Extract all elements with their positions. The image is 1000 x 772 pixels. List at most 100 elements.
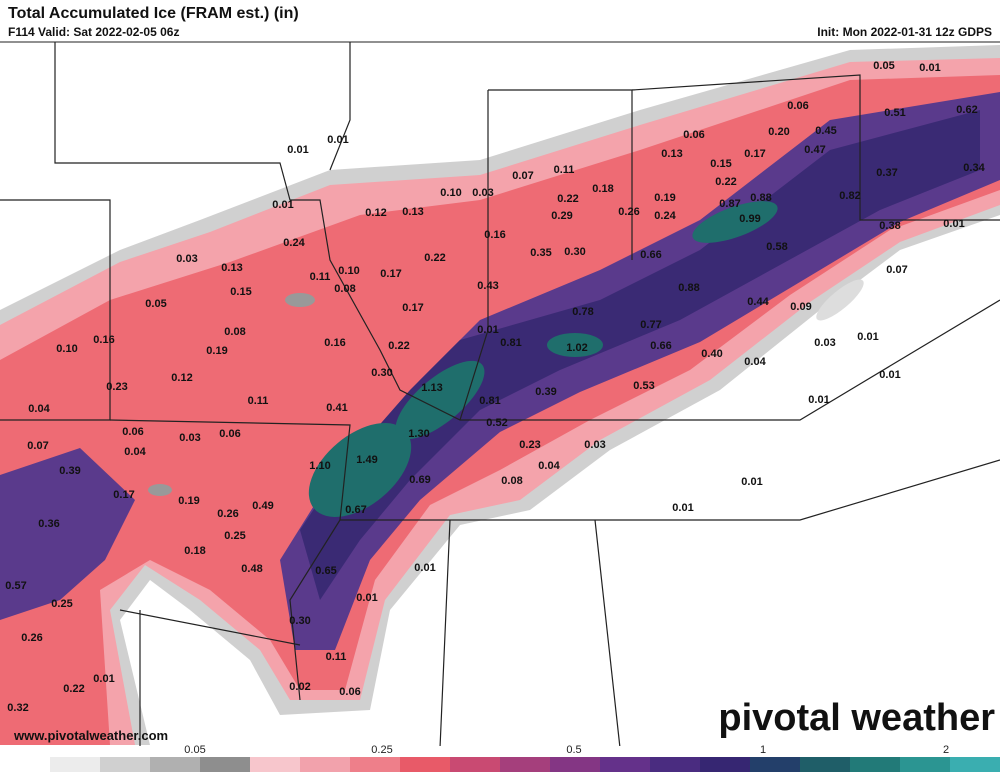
colorbar-tick-label: 0.25 [371,744,392,756]
colorbar-segment [400,757,451,772]
colorbar-segment [450,757,501,772]
value-label: 0.01 [327,134,348,146]
value-label: 0.18 [184,545,205,557]
value-label: 0.13 [221,262,242,274]
value-label: 0.11 [310,271,331,283]
value-label: 0.08 [224,326,245,338]
value-label: 0.01 [287,144,308,156]
value-label: 0.08 [334,283,355,295]
value-label: 0.35 [530,247,551,259]
value-label: 0.48 [241,563,262,575]
value-label: 0.10 [56,343,77,355]
value-label: 0.81 [479,395,500,407]
colorbar-segment [300,757,351,772]
value-label: 0.09 [790,301,811,313]
colorbar-segment [250,757,301,772]
value-label: 0.22 [557,193,578,205]
colorbar-segment [700,757,751,772]
value-label: 0.03 [179,432,200,444]
value-label: 0.16 [484,229,505,241]
value-label: 1.49 [356,454,377,466]
value-label: 0.52 [486,417,507,429]
value-label: 0.37 [876,167,897,179]
colorbar-segment [550,757,601,772]
colorbar-segment [0,757,51,772]
header-background [0,0,1000,42]
colorbar-segment [600,757,651,772]
value-label: 0.03 [176,253,197,265]
value-label: 0.06 [219,428,240,440]
value-label: 0.19 [206,345,227,357]
value-label: 0.02 [289,681,310,693]
value-label: 0.01 [879,369,900,381]
value-label: 0.01 [477,324,498,336]
value-label: 0.01 [272,199,293,211]
value-label: 0.17 [744,148,765,160]
value-label: 1.30 [408,428,429,440]
value-label: 0.13 [402,206,423,218]
value-label: 0.47 [804,144,825,156]
value-label: 0.11 [326,651,347,663]
value-label: 1.02 [566,342,587,354]
value-label: 0.43 [477,280,498,292]
value-label: 0.26 [618,206,639,218]
value-label: 0.16 [93,334,114,346]
value-label: 0.77 [640,319,661,331]
value-label: 0.01 [356,592,377,604]
value-label: 0.15 [710,158,731,170]
value-label: 0.01 [919,62,940,74]
value-label: 0.01 [808,394,829,406]
value-label: 1.13 [421,382,442,394]
value-label: 0.41 [326,402,347,414]
value-label: 0.19 [178,495,199,507]
value-label: 0.01 [414,562,435,574]
value-label: 0.38 [879,220,900,232]
colorbar-segment [800,757,851,772]
value-label: 0.87 [719,198,740,210]
value-label: 0.05 [873,60,894,72]
value-label: 0.53 [633,380,654,392]
title: Total Accumulated Ice (FRAM est.) (in) [8,5,299,22]
value-label: 0.01 [943,218,964,230]
value-label: 0.49 [252,500,273,512]
state-borders [0,42,1000,749]
value-label: 0.04 [28,403,50,415]
value-label: 0.39 [535,386,556,398]
value-label: 0.65 [315,565,336,577]
value-label: 0.30 [289,615,310,627]
value-label: 0.44 [747,296,769,308]
value-label: 0.22 [63,683,84,695]
value-label: 0.12 [171,372,192,384]
value-label: 0.23 [519,439,540,451]
value-label: 0.66 [650,340,671,352]
value-label: 0.45 [815,125,836,137]
colorbar-segment [900,757,951,772]
value-label: 0.69 [409,474,430,486]
value-label: 0.30 [371,367,392,379]
value-label: 0.58 [766,241,787,253]
colorbar-segment [950,757,1000,772]
value-label: 0.99 [739,213,760,225]
value-label: 0.11 [554,164,575,176]
value-label: 0.22 [388,340,409,352]
valid-time: F114 Valid: Sat 2022-02-05 06z [8,25,179,39]
value-label: 0.16 [324,337,345,349]
value-label: 0.17 [402,302,423,314]
value-label: 0.01 [857,331,878,343]
value-label: 0.01 [741,476,762,488]
value-label: 0.19 [654,192,675,204]
colorbar-tick-label: 0.05 [184,744,205,756]
value-label: 0.01 [93,673,114,685]
colorbar-segment [50,757,101,772]
value-label: 0.30 [564,246,585,258]
value-label: 0.62 [956,104,977,116]
value-label: 0.04 [744,356,766,368]
value-label: 0.67 [345,504,366,516]
value-label: 0.23 [106,381,127,393]
watermark: pivotal weather [718,697,995,739]
value-label: 0.66 [640,249,661,261]
ice-field [0,45,1000,745]
value-label: 0.04 [538,460,560,472]
value-label: 0.10 [338,265,359,277]
